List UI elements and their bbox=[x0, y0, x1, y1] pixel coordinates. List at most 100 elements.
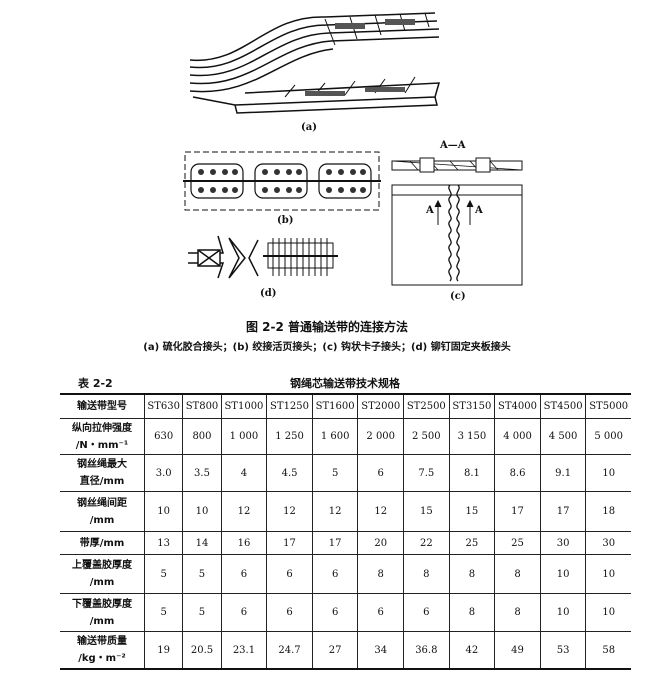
table-row: 输送带型号 ST630 ST800 ST1000 ST1250 ST1600 ST2000 S… bbox=[60, 393, 631, 419]
table-cell: 6 bbox=[357, 593, 405, 632]
table-cell: 630 bbox=[143, 418, 184, 455]
row-label-line: 钢丝绳最大 bbox=[77, 459, 127, 470]
table-cell: 10 bbox=[585, 593, 631, 632]
table-cell: 16 bbox=[220, 531, 268, 555]
table-cell: 53 bbox=[539, 631, 587, 670]
table-row: 下覆盖胶厚度/mm 5 5 6 6 6 6 6 8 8 10 10 bbox=[60, 593, 631, 632]
table-cell: 5 000 bbox=[585, 418, 631, 455]
figure-a-label: (a) bbox=[301, 122, 317, 133]
table-cell: 22 bbox=[403, 531, 450, 555]
column-header: ST630 bbox=[143, 393, 184, 419]
table-row: 输送带质量/kg・m⁻² 19 20.5 23.1 24.7 27 34 36.8 42 49 53… bbox=[60, 631, 631, 670]
table-title: 钢绳芯输送带技术规格 bbox=[290, 377, 400, 390]
arrow-label-left: A bbox=[426, 205, 434, 216]
arrow-label-right: A bbox=[475, 205, 483, 216]
table-cell: 4 bbox=[220, 454, 268, 492]
table-cell: 4 000 bbox=[494, 418, 541, 455]
table-cell: 30 bbox=[539, 531, 587, 555]
table-cell: 7.5 bbox=[403, 454, 450, 492]
row-label: 纵向拉伸强度/N・mm⁻¹ bbox=[60, 418, 145, 455]
column-header: ST3150 bbox=[448, 393, 496, 419]
figure-caption: 图 2-2 普通输送带的连接方法 bbox=[245, 320, 409, 334]
table-cell: 6 bbox=[266, 554, 313, 594]
section-label: A—A bbox=[440, 140, 466, 151]
table-cell: 12 bbox=[220, 491, 268, 532]
table-cell: 8 bbox=[448, 554, 496, 594]
table-cell: 17 bbox=[539, 491, 587, 532]
column-header: ST1000 bbox=[220, 393, 268, 419]
table-cell: 23.1 bbox=[220, 631, 268, 670]
row-label-line: 带厚/mm bbox=[79, 537, 125, 549]
column-header: ST1600 bbox=[311, 393, 359, 419]
figure-b-label: (b) bbox=[277, 215, 294, 226]
table-cell: 2 500 bbox=[403, 418, 450, 455]
table-cell: 8.1 bbox=[448, 454, 496, 492]
table-cell: 27 bbox=[311, 631, 359, 670]
row-label: 钢丝绳间距/mm bbox=[60, 491, 145, 532]
figure-d-riveted-clamp bbox=[188, 235, 338, 279]
row-label: 输送带质量/kg・m⁻² bbox=[60, 631, 145, 670]
table-cell: 9.1 bbox=[539, 454, 587, 492]
table-cell: 19 bbox=[143, 631, 184, 670]
table-cell: 1 000 bbox=[220, 418, 268, 455]
table-cell: 10 bbox=[585, 554, 631, 594]
table-cell: 5 bbox=[311, 454, 359, 492]
table-cell: 25 bbox=[448, 531, 496, 555]
table-cell: 49 bbox=[494, 631, 541, 670]
table-cell: 13 bbox=[143, 531, 184, 555]
table-cell: 12 bbox=[311, 491, 359, 532]
table-cell: 12 bbox=[357, 491, 405, 532]
table-cell: 10 bbox=[182, 491, 222, 532]
table-cell: 42 bbox=[448, 631, 496, 670]
row-label: 输送带型号 bbox=[60, 393, 145, 419]
table-cell: 12 bbox=[266, 491, 313, 532]
table-cell: 6 bbox=[220, 554, 268, 594]
table-cell: 8.6 bbox=[494, 454, 541, 492]
table-cell: 24.7 bbox=[266, 631, 313, 670]
table-cell: 6 bbox=[311, 554, 359, 594]
row-label-line: 上覆盖胶厚度 bbox=[72, 560, 132, 571]
column-header: ST1250 bbox=[266, 393, 313, 419]
row-label-line: /mm bbox=[89, 615, 115, 627]
table-cell: 17 bbox=[266, 531, 313, 555]
table-cell: 15 bbox=[448, 491, 496, 532]
table-row: 钢丝绳间距/mm 10 10 12 12 12 12 15 15 17 17 18 bbox=[60, 491, 631, 532]
table-cell: 10 bbox=[539, 554, 587, 594]
row-label-line: 纵向拉伸强度 bbox=[72, 422, 132, 434]
figure-a-vulcanized-splice bbox=[189, 12, 441, 114]
table-cell: 4 500 bbox=[539, 418, 587, 455]
table-cell: 4.5 bbox=[266, 454, 313, 492]
row-label-line: 输送带质量 bbox=[77, 636, 127, 647]
table-cell: 10 bbox=[539, 593, 587, 632]
table-cell: 8 bbox=[403, 554, 450, 594]
table-cell: 20.5 bbox=[182, 631, 222, 670]
table-cell: 10 bbox=[143, 491, 184, 532]
figure-d-label: (d) bbox=[260, 288, 277, 299]
row-label: 带厚/mm bbox=[60, 531, 145, 555]
column-header: ST4000 bbox=[494, 393, 541, 419]
table-cell: 6 bbox=[266, 593, 313, 632]
table-cell: 8 bbox=[494, 554, 541, 594]
table-cell: 58 bbox=[585, 631, 631, 670]
table-cell: 36.8 bbox=[403, 631, 450, 670]
table-cell: 8 bbox=[357, 554, 405, 594]
table-cell: 8 bbox=[448, 593, 496, 632]
row-label-line: 直径/mm bbox=[79, 476, 125, 487]
table-row: 带厚/mm 13 14 16 17 17 20 22 25 25 30 30 bbox=[60, 531, 631, 555]
row-label-line: /N・mm⁻¹ bbox=[75, 439, 129, 451]
table-cell: 25 bbox=[494, 531, 541, 555]
table-cell: 6 bbox=[403, 593, 450, 632]
table-cell: 5 bbox=[143, 554, 184, 594]
row-label: 上覆盖胶厚度/mm bbox=[60, 554, 145, 594]
column-header: ST4500 bbox=[539, 393, 587, 419]
table-cell: 15 bbox=[403, 491, 450, 532]
table-cell: 5 bbox=[143, 593, 184, 632]
table-cell: 14 bbox=[182, 531, 222, 555]
row-label-line: 钢丝绳间距 bbox=[77, 497, 127, 509]
figure-b-hinge-splice bbox=[183, 151, 381, 211]
table-cell: 20 bbox=[357, 531, 405, 555]
row-label-line: /kg・m⁻² bbox=[78, 653, 126, 664]
table-cell: 17 bbox=[494, 491, 541, 532]
table-cell: 800 bbox=[182, 418, 222, 455]
row-label: 下覆盖胶厚度/mm bbox=[60, 593, 145, 632]
